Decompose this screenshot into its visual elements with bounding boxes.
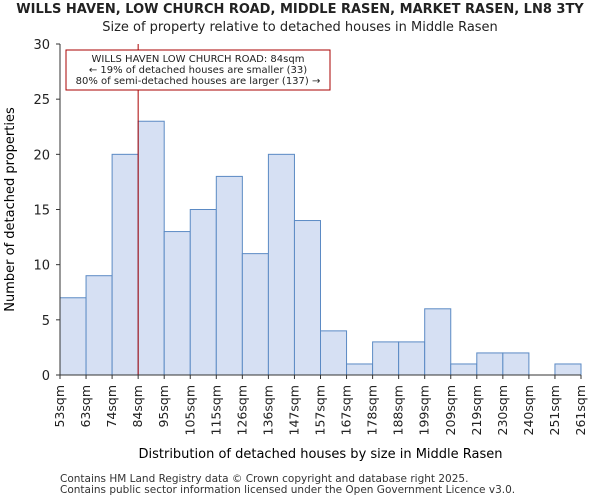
x-tick-label: 53sqm <box>52 385 67 428</box>
bar-230sqm <box>502 352 530 376</box>
y-tick-label: 20 <box>33 148 50 163</box>
x-tick-label: 95sqm <box>156 385 171 428</box>
y-tick-label: 30 <box>33 38 50 53</box>
footer-line-1: Contains HM Land Registry data © Crown c… <box>60 473 469 485</box>
bar-84sqm <box>137 120 165 376</box>
x-tick-label: 126sqm <box>234 385 249 435</box>
x-tick-label: 147sqm <box>286 385 301 435</box>
x-tick-label: 188sqm <box>391 385 406 435</box>
x-tick-label: 84sqm <box>130 385 145 428</box>
x-tick-label: 219sqm <box>469 385 484 435</box>
annotation-line-2: ← 19% of detached houses are smaller (33… <box>89 65 307 76</box>
bar-95sqm <box>163 231 191 376</box>
bar-157sqm <box>320 330 348 376</box>
bar-53sqm <box>59 297 87 376</box>
bar-126sqm <box>241 253 269 376</box>
bar-209sqm <box>450 363 478 376</box>
chart-subtitle: Size of property relative to detached ho… <box>102 20 498 35</box>
x-tick-label: 74sqm <box>104 385 119 428</box>
x-tick-label: 136sqm <box>260 385 275 435</box>
x-tick-label: 178sqm <box>365 385 380 435</box>
bar-136sqm <box>267 153 295 376</box>
y-tick-label: 0 <box>42 369 50 384</box>
x-tick-label: 251sqm <box>547 385 562 435</box>
x-tick-label: 105sqm <box>182 385 197 435</box>
bar-199sqm <box>424 308 452 376</box>
x-tick-label: 261sqm <box>573 385 588 435</box>
bar-105sqm <box>189 209 217 376</box>
bar-115sqm <box>215 175 243 376</box>
y-tick-label: 15 <box>33 204 50 219</box>
y-tick-label: 10 <box>33 259 50 274</box>
annotation-line-3: 80% of semi-detached houses are larger (… <box>76 76 321 87</box>
footer-line-2: Contains public sector information licen… <box>60 484 516 496</box>
bar-188sqm <box>398 341 426 376</box>
bar-147sqm <box>293 220 322 376</box>
bar-74sqm <box>111 153 139 376</box>
x-tick-label: 115sqm <box>208 385 223 435</box>
annotation-line-1: WILLS HAVEN LOW CHURCH ROAD: 84sqm <box>92 54 305 65</box>
bar-251sqm <box>554 363 582 376</box>
x-tick-label: 199sqm <box>417 385 432 435</box>
bar-219sqm <box>476 352 504 376</box>
bar-63sqm <box>85 275 113 376</box>
x-tick-label: 240sqm <box>521 385 536 435</box>
y-axis-label: Number of detached properties <box>3 107 18 312</box>
y-tick-label: 25 <box>33 93 50 108</box>
chart-title: WILLS HAVEN, LOW CHURCH ROAD, MIDDLE RAS… <box>16 2 584 17</box>
y-tick-label: 5 <box>42 314 50 329</box>
x-tick-label: 209sqm <box>443 385 458 435</box>
annotation-box: WILLS HAVEN LOW CHURCH ROAD: 84sqm ← 19%… <box>65 49 331 91</box>
x-tick-label: 63sqm <box>78 385 93 428</box>
x-tick-label: 157sqm <box>313 385 328 435</box>
x-tick-label: 230sqm <box>495 385 510 435</box>
bar-178sqm <box>372 341 400 376</box>
x-tick-label: 167sqm <box>339 385 354 435</box>
bar-167sqm <box>346 363 374 376</box>
x-axis-label: Distribution of detached houses by size … <box>138 447 502 462</box>
